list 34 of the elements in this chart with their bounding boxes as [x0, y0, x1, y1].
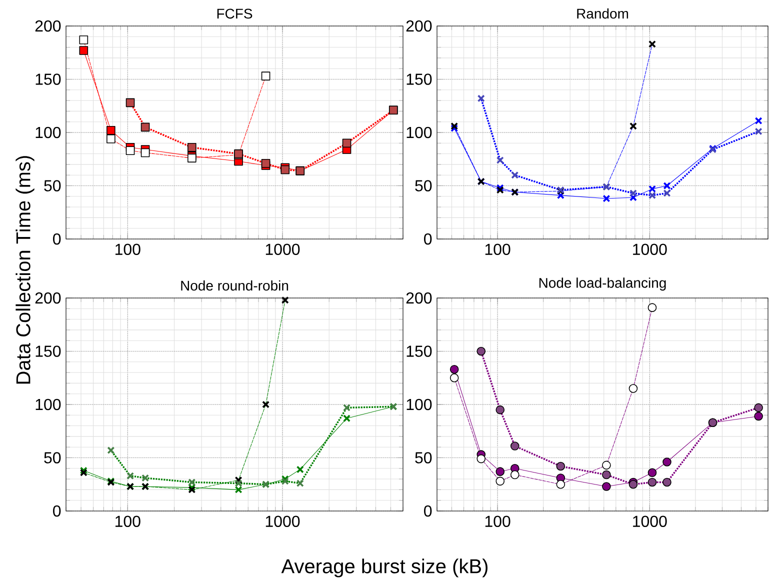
chart-title: Node load-balancing [539, 278, 666, 291]
y-tick-label: 50 [415, 180, 432, 192]
x-axis-title: Average burst size (kB) [281, 558, 488, 578]
chart-title: Node round-robin [181, 280, 288, 291]
y-tick-label: 50 [44, 180, 61, 192]
y-tick-label: 200 [35, 292, 61, 304]
x-tick-label: 100 [485, 244, 510, 256]
y-tick-label: 200 [406, 20, 432, 32]
y-tick-label: 100 [36, 126, 61, 138]
y-tick-label: 0 [53, 505, 61, 517]
y-tick-label: 50 [44, 452, 61, 464]
y-tick-label: 100 [36, 398, 61, 410]
chart-title: FCFS [217, 8, 252, 19]
y-tick-label: 50 [415, 452, 432, 464]
y-tick-label: 150 [36, 346, 61, 357]
y-tick-label: 0 [424, 505, 432, 517]
y-tick-label: 150 [406, 346, 432, 357]
x-tick-label: 1000 [266, 516, 300, 528]
y-tick-label: 100 [406, 126, 432, 138]
y-axis-title: Data Collection Time (ms) [16, 156, 34, 384]
y-tick-label: 200 [35, 20, 61, 32]
x-tick-label: 100 [485, 516, 510, 528]
y-tick-label: 150 [36, 74, 61, 85]
y-tick-label: 100 [406, 398, 432, 410]
x-tick-label: 1000 [633, 516, 667, 528]
x-tick-label: 100 [116, 244, 140, 256]
y-tick-label: 150 [406, 74, 432, 85]
y-tick-label: 0 [424, 233, 432, 245]
x-tick-label: 1000 [266, 244, 300, 256]
chart-title: Random [577, 8, 628, 19]
y-tick-label: 200 [406, 292, 432, 304]
x-tick-label: 100 [116, 516, 140, 528]
y-tick-label: 0 [53, 233, 61, 245]
x-tick-label: 1000 [633, 244, 667, 256]
